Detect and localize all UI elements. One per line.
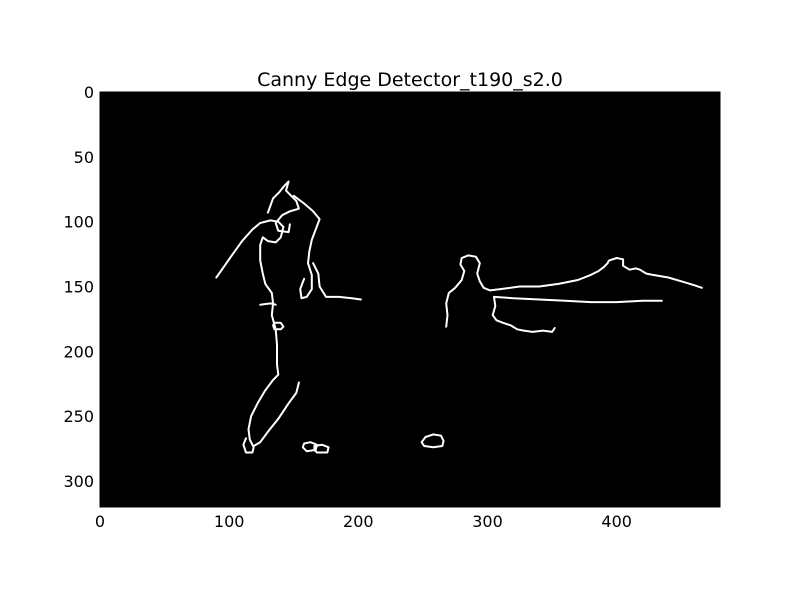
chart-title: Canny Edge Detector_t190_s2.0	[257, 69, 563, 91]
edge-right-horizon-line	[493, 295, 663, 304]
edge-left-torso-and-legs	[242, 225, 285, 454]
edge-ball-blob	[420, 433, 445, 449]
x-tick-label: 100	[214, 512, 245, 531]
y-tick-label: 0	[84, 83, 94, 102]
x-tick-label: 400	[601, 512, 632, 531]
y-tick-label: 200	[63, 342, 94, 361]
edge-right-figure-head-body	[445, 254, 703, 328]
edge-left-hand-blob	[272, 321, 285, 331]
y-tick-label: 250	[63, 407, 94, 426]
y-tick-label: 50	[74, 148, 94, 167]
edge-left-shoulder-and-back	[292, 194, 321, 300]
edge-map	[215, 180, 703, 454]
x-tick-label: 300	[472, 512, 503, 531]
plot-area	[100, 92, 720, 507]
y-tick-label: 300	[63, 472, 94, 491]
edge-right-lower-contour	[491, 295, 556, 333]
x-axis: 0 100 200 300 400	[95, 92, 632, 531]
y-tick-label: 100	[63, 213, 94, 232]
y-tick-label: 150	[63, 278, 94, 297]
edge-left-leg-front	[252, 381, 300, 447]
edge-left-hip-edge	[259, 302, 277, 306]
x-tick-label: 200	[343, 512, 374, 531]
edge-left-head	[266, 180, 300, 234]
x-tick-label: 0	[95, 512, 105, 531]
edge-left-arm-line	[215, 219, 285, 279]
edge-left-back-extension	[312, 262, 362, 301]
y-axis: 0 50 100 150 200 250 300	[63, 83, 720, 491]
edge-left-foot-small-2	[313, 443, 330, 454]
plot-frame	[99, 91, 721, 508]
